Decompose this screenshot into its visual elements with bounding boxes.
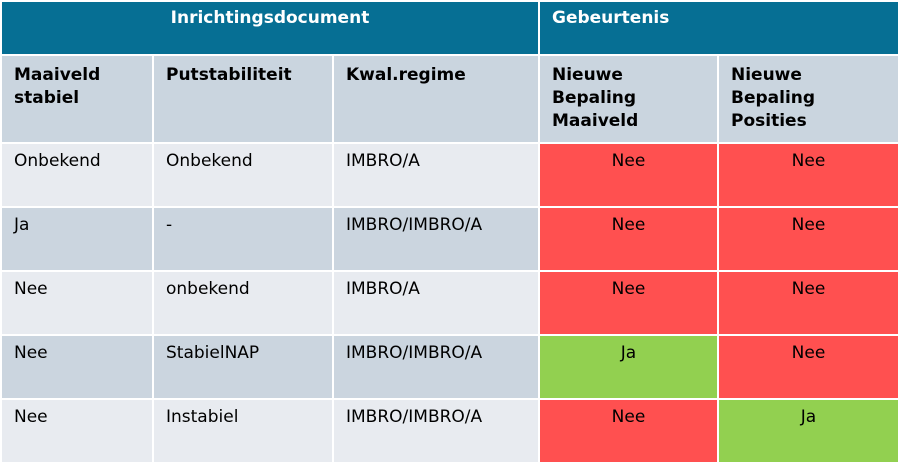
table-cell: Nee	[0, 334, 154, 400]
result-cell: Nee	[538, 270, 719, 336]
column-header: Nieuwe Bepaling Maaiveld	[538, 54, 719, 144]
table-cell: Nee	[0, 398, 154, 464]
column-header: Putstabiliteit	[152, 54, 334, 144]
table-row: Onbekend Onbekend IMBRO/A Nee Nee	[0, 142, 900, 208]
table-cell: onbekend	[152, 270, 334, 336]
table-row: Nee onbekend IMBRO/A Nee Nee	[0, 270, 900, 336]
result-cell: Nee	[717, 206, 900, 272]
table-cell: Instabiel	[152, 398, 334, 464]
table-cell: IMBRO/A	[332, 270, 540, 336]
column-header: Kwal.regime	[332, 54, 540, 144]
table-cell: Onbekend	[0, 142, 154, 208]
result-cell: Nee	[717, 142, 900, 208]
table-cell: IMBRO/IMBRO/A	[332, 206, 540, 272]
column-header: Nieuwe Bepaling Posities	[717, 54, 900, 144]
table-cell: StabielNAP	[152, 334, 334, 400]
table-row: Ja - IMBRO/IMBRO/A Nee Nee	[0, 206, 900, 272]
table-cell: IMBRO/IMBRO/A	[332, 398, 540, 464]
result-cell: Nee	[538, 398, 719, 464]
table-cell: IMBRO/IMBRO/A	[332, 334, 540, 400]
table-cell: Ja	[0, 206, 154, 272]
column-header: Maaiveld stabiel	[0, 54, 154, 144]
table-row: Nee Instabiel IMBRO/IMBRO/A Nee Ja	[0, 398, 900, 464]
table-cell: IMBRO/A	[332, 142, 540, 208]
group-header-gebeurtenis: Gebeurtenis	[538, 0, 900, 56]
result-cell: Nee	[717, 334, 900, 400]
result-cell: Ja	[538, 334, 719, 400]
result-cell: Ja	[717, 398, 900, 464]
table-cell: -	[152, 206, 334, 272]
result-cell: Nee	[538, 206, 719, 272]
result-cell: Nee	[538, 142, 719, 208]
table-cell: Nee	[0, 270, 154, 336]
table-row: Nee StabielNAP IMBRO/IMBRO/A Ja Nee	[0, 334, 900, 400]
result-cell: Nee	[717, 270, 900, 336]
group-header-inrichtingsdocument: Inrichtingsdocument	[0, 0, 540, 56]
table-cell: Onbekend	[152, 142, 334, 208]
